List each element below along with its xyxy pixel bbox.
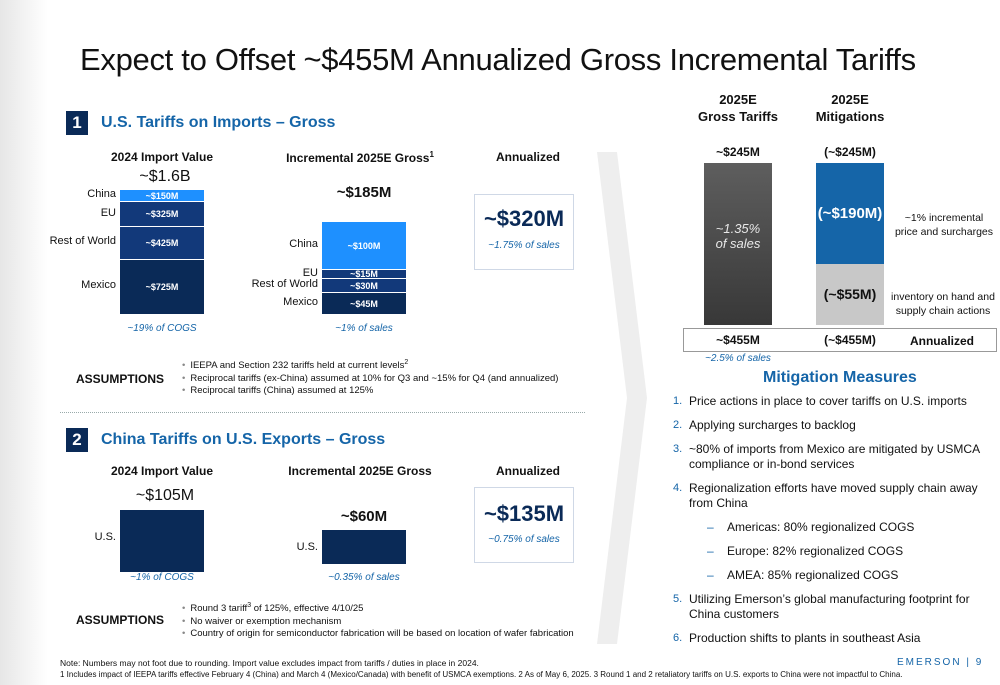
mitigation-subitem: – Americas: 80% regionalized COGS [707,520,915,534]
s1-gross-segment: ~$15M [322,269,406,279]
s2-import-total: ~$105M [135,487,195,504]
s1-gross-segment: ~$30M [322,278,406,293]
s2-import-bar [120,510,204,572]
section-divider [60,412,585,413]
s1-assumption-item: Reciprocal tariffs (ex-China) assumed at… [182,373,558,386]
mitigation-price-note: ~1% incremental price and surcharges [894,212,994,238]
section2-number: 2 [66,428,88,452]
s1-gross-segment: ~$45M [322,292,406,314]
s2-gross-note: ~0.35% of sales [328,572,400,583]
s1-gross-region-label: China [289,238,318,250]
s1-col1-head: 2024 Import Value [110,150,214,164]
footnote-sources: 1 Includes impact of IEEPA tariffs effec… [60,670,903,679]
s2-gross-bar [322,530,406,564]
s2-col3-head: Annualized [495,464,560,478]
s1-assumption-item: IEEPA and Section 232 tariffs held at cu… [182,357,558,373]
mitigation-price-segment: (~$190M) [816,163,884,264]
s1-gross-total: ~$185M [336,184,392,201]
right-col1-head: 2025E Gross Tariffs [698,92,778,124]
section1-number: 1 [66,111,88,135]
s1-import-region-label: Rest of World [49,235,116,248]
s1-import-segment: ~$325M [120,201,204,227]
mitigation-subitem: – Europe: 82% regionalized COGS [707,544,904,558]
section1-title: U.S. Tariffs on Imports – Gross [101,114,336,131]
s2-annualized-note: ~0.75% of sales [488,534,560,545]
chevron-arrow-icon [597,152,647,644]
s2-gross-region: U.S. [296,541,318,553]
s1-annualized-box: ~$320M ~1.75% of sales [474,194,574,270]
s1-gross-region-label: EU [302,266,318,279]
s2-assumption-item: No waiver or exemption mechanism [182,616,574,629]
annual-mitigation-value: (~$455M) [824,333,876,347]
annual-gross-value: ~$455M [716,333,760,347]
left-gradient-band [0,0,48,685]
s2-col1-head: 2024 Import Value [110,464,214,478]
s2-import-note: ~1% of COGS [130,572,194,583]
section2-title: China Tariffs on U.S. Exports – Gross [101,431,386,448]
annual-gross-note: ~2.5% of sales [705,353,771,364]
s1-gross-region-label: Rest of World [251,278,318,291]
s1-col3-head: Annualized [495,150,560,164]
mitigation-measures-title: Mitigation Measures [763,369,917,386]
s1-assumptions-list: IEEPA and Section 232 tariffs held at cu… [182,357,558,398]
s1-import-note: ~19% of COGS [127,323,197,334]
s1-import-region-label: Mexico [81,279,116,292]
mitigation-inventory-note: inventory on hand and supply chain action… [891,291,995,317]
s2-assumptions-list: Round 3 tariff3 of 125%, effective 4/10/… [182,600,574,641]
gross-tariff-top-value: ~$245M [716,145,760,159]
s2-assumptions-heading: ASSUMPTIONS [76,613,165,627]
s2-annualized-box: ~$135M ~0.75% of sales [474,487,574,563]
gross-tariff-bar: ~1.35% of sales [704,163,772,325]
footnote-note: Note: Numbers may not foot due to roundi… [60,658,479,668]
s1-assumption-item: Reciprocal tariffs (China) assumed at 12… [182,385,558,398]
right-col2-head: 2025E Mitigations [815,92,885,124]
mitigation-item: 6. Production shifts to plants in southea… [673,631,921,645]
s2-import-region: U.S. [94,531,116,543]
s1-import-region-label: EU [100,206,116,219]
mitigation-inventory-segment: (~$55M) [816,263,884,325]
mitigation-item: 5. Utilizing Emerson’s global manufacturi… [673,592,970,621]
s1-import-total: ~$1.6B [139,168,191,185]
s1-annualized-note: ~1.75% of sales [488,240,560,251]
s2-gross-total: ~$60M [340,508,388,525]
page-title: Expect to Offset ~$455M Annualized Gross… [80,42,916,77]
s1-gross-region-label: Mexico [283,296,318,309]
annualized-label: Annualized [909,334,974,348]
s2-annualized-value: ~$135M [483,501,565,526]
annualized-row [683,328,997,352]
s2-col2-head: Incremental 2025E Gross [288,464,432,478]
s2-assumption-item: Country of origin for semiconductor fabr… [182,628,573,641]
mitigation-top-value: (~$245M) [824,145,876,159]
mitigation-item: 2. Applying surcharges to backlog [673,418,856,432]
s1-import-region-label: China [87,188,116,201]
s1-annualized-value: ~$320M [483,206,565,231]
s1-gross-segment: ~$100M [322,221,406,269]
s1-import-segment: ~$425M [120,226,204,259]
emerson-brand-page-number: EMERSON | 9 [897,657,984,668]
s1-assumptions-heading: ASSUMPTIONS [76,372,165,386]
s1-col2-head: Incremental 2025E Gross1 [286,150,434,165]
mitigation-measures-list: 1. Price actions in place to cover tariff… [673,394,988,646]
mitigation-item: 4. Regionalization efforts have moved sup… [673,481,978,510]
mitigation-item: 1. Price actions in place to cover tariff… [673,394,967,408]
s2-assumption-item: Round 3 tariff3 of 125%, effective 4/10/… [182,600,574,616]
s1-import-segment: ~$725M [120,258,204,314]
s1-import-segment: ~$150M [120,189,204,202]
s1-gross-note: ~1% of sales [335,323,393,334]
mitigation-item: 3. ~80% of imports from Mexico are mitiga… [673,442,980,471]
mitigation-subitem: – AMEA: 85% regionalized COGS [707,568,899,582]
